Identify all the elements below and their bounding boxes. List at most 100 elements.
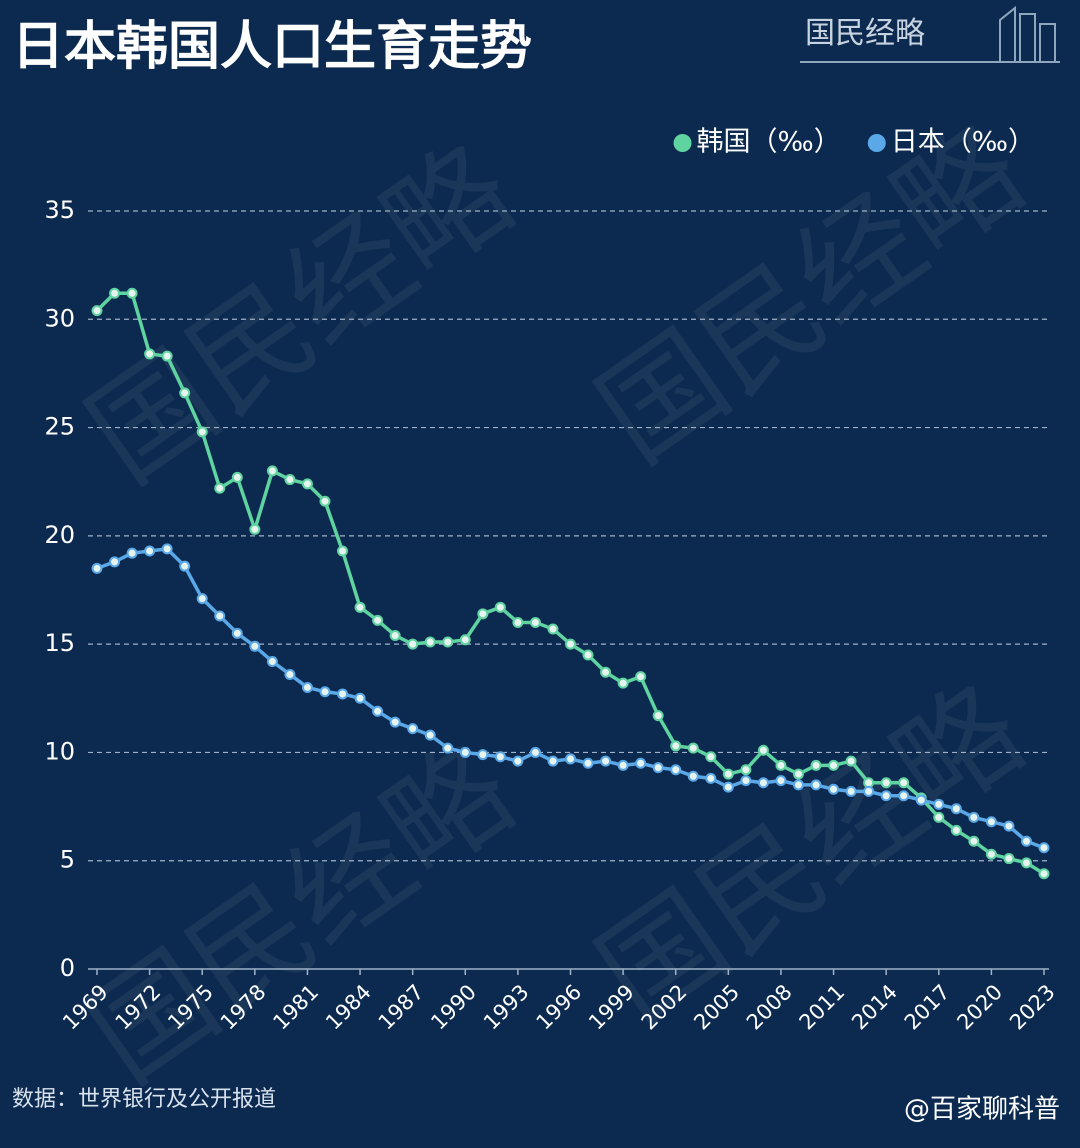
data-point [828,759,840,771]
y-tick-label: 35 [44,196,75,224]
data-point [231,627,243,639]
data-point [161,350,173,362]
data-point [985,816,997,828]
data-point [319,686,331,698]
data-point [547,623,559,635]
data-point [91,305,103,317]
data-point [126,287,138,299]
data-point [915,794,927,806]
data-point [933,811,945,823]
legend-label: 韩国（‰） [697,127,841,158]
y-tick-label: 30 [44,304,75,332]
data-point [722,768,734,780]
data-point [407,723,419,735]
data-point [547,755,559,767]
data-point [968,811,980,823]
data-point [529,616,541,628]
data-point [810,759,822,771]
data-point [459,634,471,646]
data-point [845,755,857,767]
data-point [1020,857,1032,869]
data-point [512,616,524,628]
data-point [898,777,910,789]
data-point [757,744,769,756]
data-point [705,751,717,763]
y-tick-label: 5 [60,846,75,874]
data-point [582,757,594,769]
y-tick-label: 25 [44,413,75,441]
data-point [284,474,296,486]
data-point [950,803,962,815]
data-point [617,677,629,689]
data-point [126,547,138,559]
data-point [775,759,787,771]
data-point [284,668,296,680]
data-point [372,705,384,717]
data-point [442,742,454,754]
data-point [494,601,506,613]
data-point [985,848,997,860]
data-point [740,775,752,787]
data-point [512,755,524,767]
data-point [196,593,208,605]
data-point [828,783,840,795]
data-point [617,759,629,771]
data-point [459,746,471,758]
data-point [1003,820,1015,832]
data-point [354,692,366,704]
data-point [231,471,243,483]
data-point [214,482,226,494]
data-point [670,764,682,776]
data-point [249,640,261,652]
data-point [477,749,489,761]
data-point [705,772,717,784]
data-point [565,638,576,650]
data-point [863,777,875,789]
chart-title: 日本韩国人口生育走势 [12,17,532,77]
data-point [792,779,804,791]
data-point [1020,835,1032,847]
data-point [442,636,454,648]
data-point [722,781,734,793]
data-point [1038,868,1050,880]
data-point [529,746,541,758]
legend-swatch [867,134,886,152]
data-point [109,556,121,568]
data-point [635,671,647,683]
data-point [109,287,121,299]
data-point [161,543,173,555]
data-point [337,688,349,700]
y-tick-label: 15 [44,629,75,657]
data-point [266,655,278,667]
data-point [91,562,103,574]
data-point [757,777,769,789]
data-point [494,751,506,763]
data-point [477,608,489,620]
data-point [424,729,436,741]
data-point [740,764,752,776]
data-point [652,710,664,722]
legend-label: 日本（‰） [891,127,1035,158]
data-point [600,755,612,767]
data-point [266,465,278,477]
data-point [775,775,787,787]
source: 数据：世界银行及公开报道 [12,1087,276,1112]
logo-text: 国民经略 [805,16,925,51]
data-point [670,740,682,752]
data-point [424,636,436,648]
data-point [950,824,962,836]
data-point [179,560,191,572]
data-point [565,753,576,765]
data-point [635,757,647,769]
data-point [301,681,313,693]
data-point [792,768,804,780]
data-point [214,610,226,622]
data-point [249,523,261,535]
data-point [389,716,401,728]
data-point [845,785,857,797]
legend-swatch [673,134,692,152]
y-tick-label: 0 [60,954,75,982]
data-point [880,790,892,802]
